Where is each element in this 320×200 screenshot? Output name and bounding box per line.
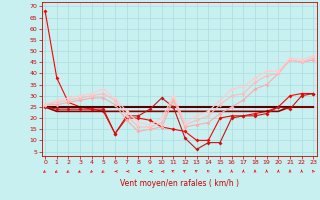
X-axis label: Vent moyen/en rafales ( km/h ): Vent moyen/en rafales ( km/h ) (120, 179, 239, 188)
